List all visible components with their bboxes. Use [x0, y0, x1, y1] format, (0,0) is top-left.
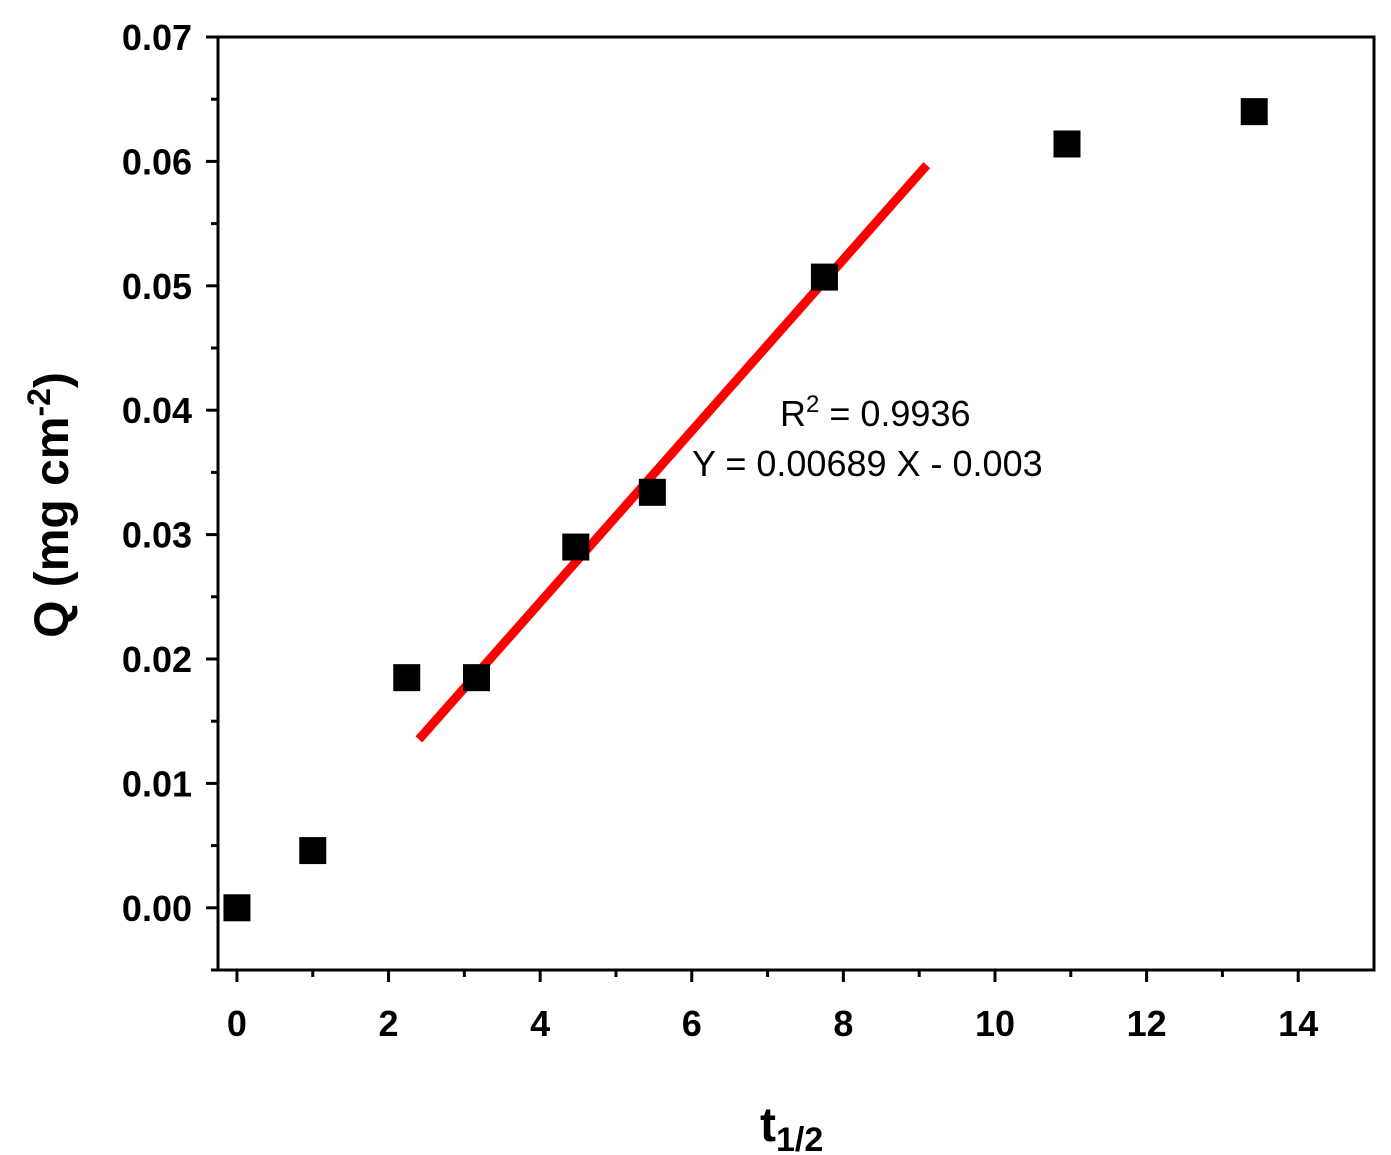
x-tick-label: 10: [975, 1003, 1015, 1044]
x-tick-label: 4: [530, 1003, 550, 1044]
y-tick-label: 0.06: [122, 141, 192, 182]
y-axis-title-close: ): [26, 372, 79, 388]
data-point: [1053, 130, 1081, 158]
y-tick-label: 0.01: [122, 763, 192, 804]
x-tick-label: 8: [833, 1003, 853, 1044]
data-markers: [223, 98, 1268, 922]
data-point: [810, 263, 838, 291]
data-point: [638, 478, 666, 506]
x-axis-title: t1/2: [760, 1099, 823, 1155]
x-tick-label: 12: [1127, 1003, 1167, 1044]
tick-labels: 0 2 4 6 8 10 12 14 0.00 0.01 0.02 0.03 0.04 0.05 0.06 0…: [122, 17, 1318, 1044]
r2-sup: 2: [806, 391, 819, 418]
data-point: [562, 533, 590, 561]
annotation-equation: Y = 0.00689 X - 0.003: [692, 443, 1043, 484]
x-tick-label: 2: [379, 1003, 399, 1044]
x-tick-label: 6: [682, 1003, 702, 1044]
r2-base: R: [780, 393, 806, 434]
x-tick-label: 14: [1278, 1003, 1318, 1044]
x-tick-label: 0: [227, 1003, 247, 1044]
data-point: [393, 664, 421, 692]
y-tick-label: 0.05: [122, 266, 192, 307]
x-axis-title-base: t: [760, 1099, 776, 1152]
y-tick-label: 0.04: [122, 390, 192, 431]
data-point: [223, 894, 251, 922]
y-axis-title-sup: -2: [21, 388, 57, 416]
y-tick-label: 0.02: [122, 639, 192, 680]
data-point: [1240, 98, 1268, 126]
y-axis-title: Q (mg cm-2): [21, 372, 79, 638]
y-tick-label: 0.03: [122, 515, 192, 556]
annotation-r2: R2 = 0.9936: [780, 391, 971, 434]
data-point: [462, 664, 490, 692]
y-axis-title-main: Q (mg cm: [26, 417, 79, 638]
data-point: [299, 837, 327, 865]
fit-line: [415, 162, 931, 743]
ticks: [206, 35, 1300, 982]
x-axis-title-sub: 1/2: [776, 1121, 823, 1155]
r2-value: = 0.9936: [819, 393, 970, 434]
y-tick-label: 0.07: [122, 17, 192, 58]
plot-frame: [216, 35, 1376, 972]
y-tick-label: 0.00: [122, 888, 192, 929]
